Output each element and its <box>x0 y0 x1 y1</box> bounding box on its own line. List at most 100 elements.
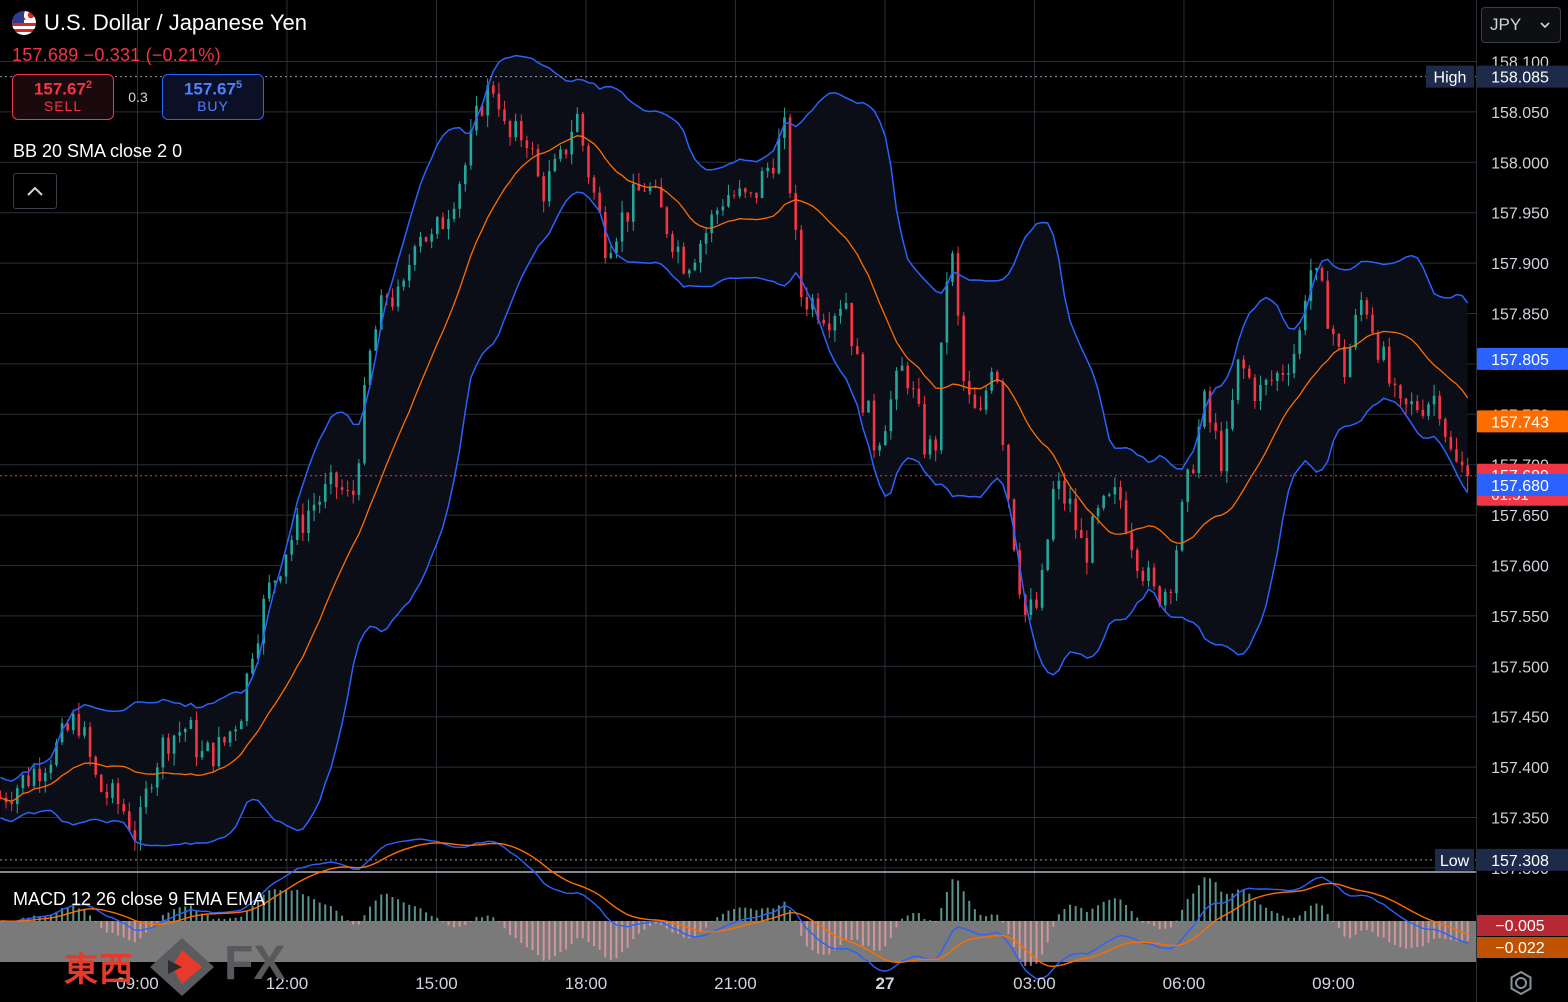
candle-body <box>1023 594 1027 615</box>
candle-body <box>1007 444 1010 500</box>
price-tick-label: 158.050 <box>1491 105 1549 122</box>
time-axis[interactable]: 09:00 12:00 15:00 18:00 21:00 27 03:00 06:00 09:… <box>116 974 1354 993</box>
candle-body <box>223 736 226 743</box>
macd-histogram-bar <box>273 889 276 921</box>
macd-tag-value: −0.005 <box>1495 918 1544 935</box>
candle-body <box>1040 569 1044 608</box>
candle-body <box>32 768 36 786</box>
candle-body <box>671 234 674 253</box>
macd-histogram-bar <box>744 907 747 921</box>
currency-select[interactable]: JPY <box>1481 7 1561 43</box>
macd-histogram-bar <box>1074 906 1077 921</box>
candle-body <box>643 190 646 192</box>
macd-histogram-bar <box>906 915 909 921</box>
price-tag-low <box>1477 848 1568 871</box>
macd-histogram-bar <box>693 921 696 937</box>
macd-histogram-bar <box>1085 912 1088 921</box>
candle-body <box>1219 430 1223 472</box>
candle-body <box>1365 300 1369 315</box>
macd-histogram-bar <box>789 910 792 921</box>
candle-body <box>727 195 730 207</box>
us-japan-flag-icon <box>12 11 36 35</box>
macd-histogram-bar <box>1466 921 1469 942</box>
macd-histogram-bar <box>861 921 864 946</box>
macd-histogram-bar <box>1231 893 1234 921</box>
price-tag-label: High <box>1434 70 1467 87</box>
candle-body <box>760 171 764 198</box>
candle-body <box>1063 480 1066 504</box>
candle-body <box>251 658 254 674</box>
price-tick-label: 157.350 <box>1491 811 1549 828</box>
macd-histogram-bar <box>716 917 719 921</box>
macd-histogram-bar <box>1461 921 1464 942</box>
macd-histogram-bar <box>615 921 618 959</box>
time-tick-label: 27 <box>875 974 894 993</box>
macd-histogram-bar <box>1265 907 1268 921</box>
macd-histogram-bar <box>1046 921 1049 943</box>
candle-body <box>699 243 702 263</box>
candle-body <box>122 803 125 812</box>
macd-histogram-bar <box>1393 921 1396 945</box>
macd-tag-value: −0.022 <box>1495 940 1544 957</box>
candle-body <box>357 463 361 495</box>
macd-histogram-bar <box>917 913 920 921</box>
macd-histogram-bar <box>817 921 820 954</box>
macd-histogram-bar <box>425 912 428 921</box>
candle-body <box>872 400 876 451</box>
candle-body <box>217 736 221 767</box>
macd-histogram-bar <box>133 921 136 943</box>
sell-button[interactable]: 157.672 SELL <box>12 74 114 120</box>
candle-body <box>340 487 344 490</box>
time-tick-label: 12:00 <box>266 974 309 993</box>
candle-body <box>284 554 288 577</box>
macd-histogram-bar <box>1153 921 1156 926</box>
macd-histogram-bar <box>217 918 220 921</box>
candle-body <box>424 236 428 242</box>
candle-body <box>463 165 467 185</box>
candle-body <box>777 137 781 174</box>
candle-body <box>1096 508 1100 517</box>
candle-body <box>1051 488 1055 540</box>
symbol-title[interactable]: U.S. Dollar / Japanese Yen <box>44 10 307 35</box>
macd-histogram-bar <box>1421 921 1424 947</box>
macd-histogram-bar <box>212 919 215 921</box>
macd-histogram-bar <box>1354 921 1357 935</box>
candle-body <box>531 148 534 150</box>
candle-body <box>984 390 988 410</box>
macd-histogram-bar <box>609 921 612 960</box>
bb-lower-line <box>0 191 1469 847</box>
macd-histogram-bar <box>850 921 853 940</box>
macd-histogram-bar <box>565 921 568 950</box>
macd-histogram-bar <box>783 901 786 921</box>
candle-body <box>721 206 725 211</box>
candle-body <box>318 501 321 505</box>
macd-histogram-bar <box>929 920 932 922</box>
macd-line <box>0 838 1468 980</box>
bollinger-legend[interactable]: BB 20 SMA close 2 0 <box>13 141 183 161</box>
price-tick-label: 157.900 <box>1491 256 1549 273</box>
collapse-legend-button[interactable] <box>13 173 57 209</box>
candle-body <box>816 298 820 320</box>
candle-body <box>867 400 870 413</box>
macd-histogram-bar <box>206 914 209 921</box>
candle-body <box>155 767 159 788</box>
macd-histogram-bar <box>671 921 674 933</box>
candle-body <box>805 297 809 310</box>
macd-histogram-bar <box>122 921 125 938</box>
macd-legend[interactable]: MACD 12 26 close 9 EMA EMA <box>13 889 266 909</box>
candle-body <box>1197 426 1201 474</box>
macd-histogram-bar <box>1097 905 1100 921</box>
candle-body <box>1001 381 1005 445</box>
candle-body <box>519 121 523 141</box>
macd-histogram-bar <box>1007 921 1010 935</box>
settings-gear-icon[interactable] <box>1508 970 1534 996</box>
macd-histogram-bar <box>559 921 562 953</box>
buy-button[interactable]: 157.675 BUY <box>162 74 264 120</box>
candle-body <box>1068 498 1072 504</box>
candle-body <box>665 207 669 235</box>
macd-histogram-bar <box>481 917 484 921</box>
macd-histogram-bar <box>542 921 545 961</box>
candle-body <box>391 297 394 307</box>
macd-histogram-bar <box>89 915 92 921</box>
